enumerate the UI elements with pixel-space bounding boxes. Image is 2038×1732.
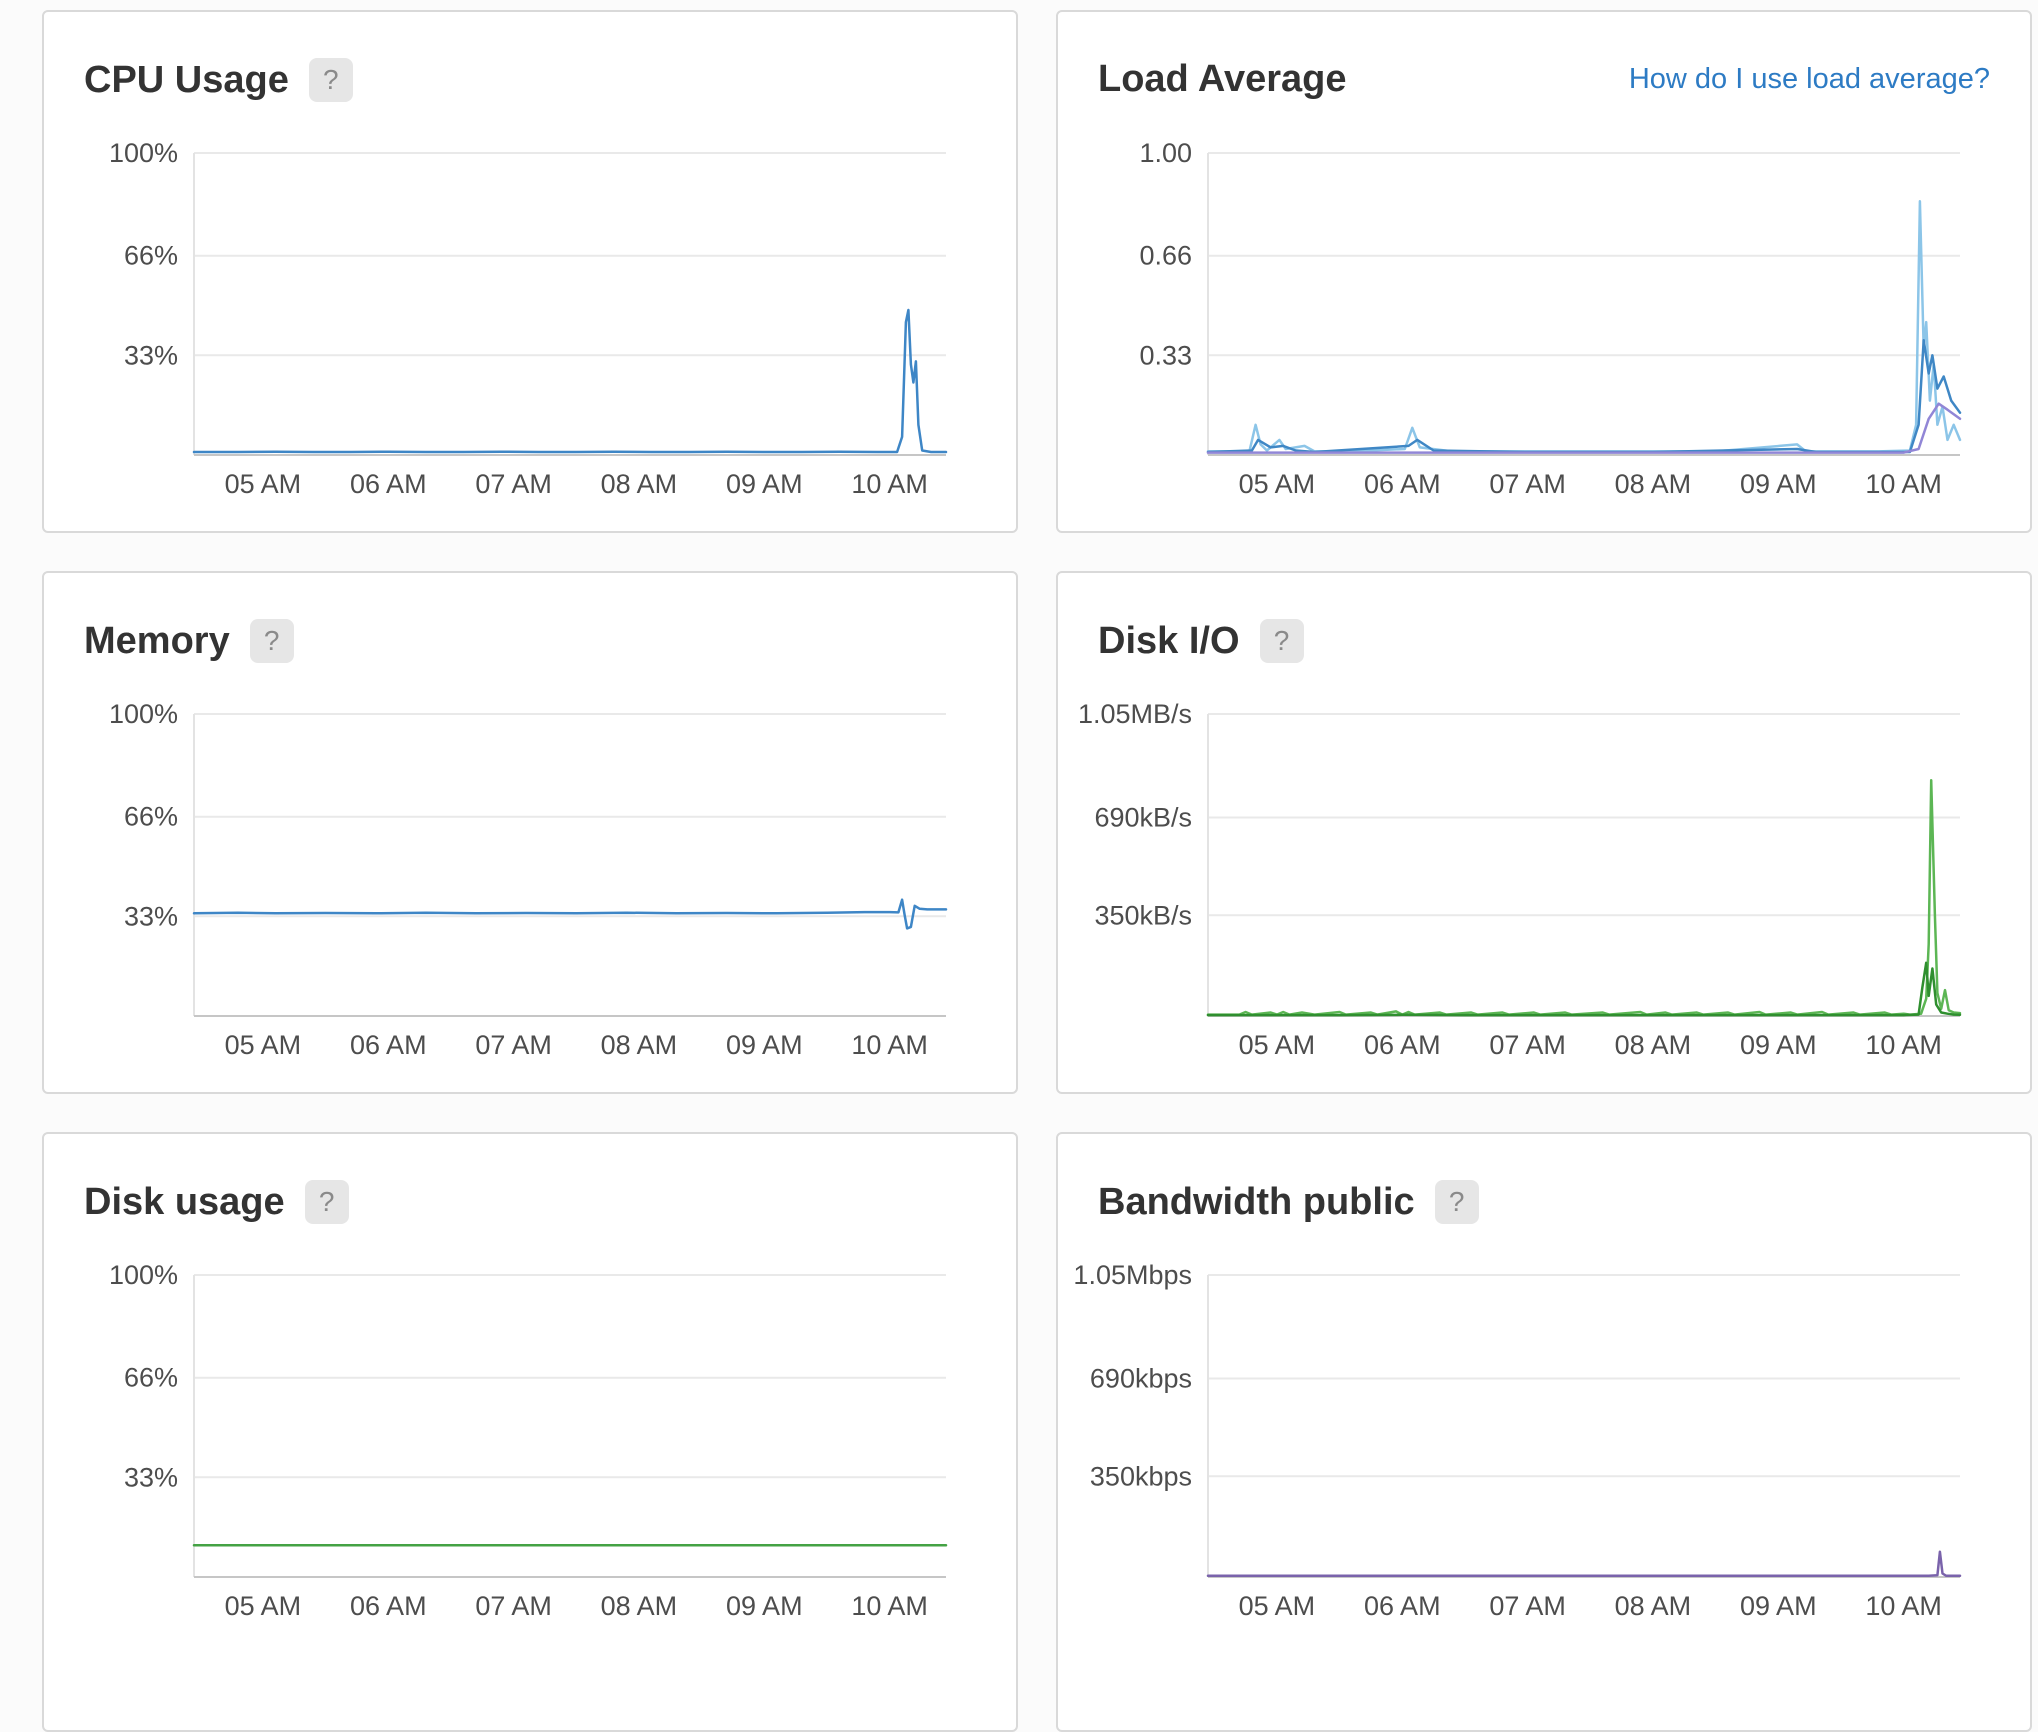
x-axis-label: 05 AM (1239, 1030, 1316, 1060)
disk-usage-chart: 33% 66% 100% 05 AM 06 AM 07 AM 08 AM 09 AM 10 AM (44, 1134, 1016, 1662)
x-axis-label: 05 AM (225, 469, 302, 499)
x-axis-label: 10 AM (1865, 1030, 1942, 1060)
series-bandwidth (1206, 1550, 1962, 1578)
bandwidth-public-card: Bandwidth public ? 350kbps 690kbps 1.05Mbp… (1056, 1132, 2032, 1732)
x-axis-label: 06 AM (1364, 1030, 1441, 1060)
x-axis-label: 06 AM (350, 1591, 427, 1621)
x-axis-label: 07 AM (1489, 1030, 1566, 1060)
x-axis-label: 06 AM (1364, 1591, 1441, 1621)
x-axis-label: 05 AM (1239, 469, 1316, 499)
x-axis-label: 08 AM (1615, 469, 1692, 499)
y-axis-label: 690kB/s (1094, 803, 1192, 833)
bandwidth-public-chart: 350kbps 690kbps 1.05Mbps 05 AM 06 AM 07 AM 08 … (1058, 1134, 2030, 1662)
y-axis-label: 66% (124, 1363, 178, 1393)
help-icon[interactable]: ? (304, 1180, 349, 1224)
chart-canvas-bandwidth-public: 350kbps 690kbps 1.05Mbps 05 AM 06 AM 07 AM 08 … (1073, 1260, 1962, 1621)
y-axis-label: 0.66 (1139, 241, 1192, 271)
y-axis-label: 350kB/s (1094, 900, 1192, 930)
help-icon[interactable]: ? (1259, 619, 1304, 663)
cpu-usage-header: CPU Usage ? (84, 58, 976, 102)
x-axis-label: 07 AM (475, 469, 552, 499)
series-swap (1206, 961, 1962, 1017)
x-axis-label: 08 AM (601, 1030, 678, 1060)
help-icon[interactable]: ? (249, 619, 294, 663)
x-axis-label: 09 AM (1740, 1591, 1817, 1621)
y-axis-label: 100% (109, 699, 178, 729)
memory-header: Memory ? (84, 619, 976, 663)
x-axis-label: 05 AM (1239, 1591, 1316, 1621)
disk-io-chart: 350kB/s 690kB/s 1.05MB/s 05 AM 06 AM 07 AM 08 … (1058, 573, 2030, 1101)
chart-title: Bandwidth public (1098, 1180, 1415, 1223)
x-axis-label: 05 AM (225, 1030, 302, 1060)
x-axis-label: 10 AM (851, 1030, 928, 1060)
y-axis-label: 100% (109, 1260, 178, 1290)
y-axis-label: 33% (124, 1462, 178, 1492)
y-axis-label: 0.33 (1139, 340, 1192, 370)
x-axis-label: 06 AM (1364, 469, 1441, 499)
help-icon[interactable]: ? (1434, 1180, 1479, 1224)
chart-canvas-disk-usage: 33% 66% 100% 05 AM 06 AM 07 AM 08 AM 09 AM 10 AM (109, 1260, 948, 1621)
chart-title: Disk usage (84, 1180, 285, 1223)
x-axis-label: 07 AM (1489, 469, 1566, 499)
bandwidth-public-header: Bandwidth public ? (1098, 1180, 1990, 1224)
y-axis-label: 100% (109, 138, 178, 168)
x-axis-label: 10 AM (1865, 1591, 1942, 1621)
x-axis-label: 09 AM (1740, 1030, 1817, 1060)
x-axis-label: 10 AM (851, 469, 928, 499)
disk-usage-card: Disk usage ? 33% 66% 100% 05 AM 06 AM 07 AM 08… (42, 1132, 1018, 1732)
series-io (1206, 778, 1962, 1016)
x-axis-label: 08 AM (1615, 1591, 1692, 1621)
disk-usage-header: Disk usage ? (84, 1180, 976, 1224)
y-axis-label: 690kbps (1090, 1364, 1192, 1394)
x-axis-label: 07 AM (475, 1591, 552, 1621)
cpu-usage-chart: 33% 66% 100% 05 AM 06 AM 07 AM 08 AM 09 AM 10 AM (44, 12, 1016, 540)
series-cpu (192, 308, 948, 454)
y-axis-label: 33% (124, 901, 178, 931)
x-axis-label: 09 AM (726, 1030, 803, 1060)
chart-title: CPU Usage (84, 58, 289, 101)
x-axis-label: 10 AM (1865, 469, 1942, 499)
y-axis-label: 1.00 (1139, 138, 1192, 168)
memory-card: Memory ? 33% 66% 100% 05 AM 06 AM 07 AM 08 AM 0… (42, 571, 1018, 1094)
series-load-15min (1206, 402, 1962, 454)
x-axis-label: 07 AM (475, 1030, 552, 1060)
series-load-5min (1206, 338, 1962, 454)
x-axis-label: 08 AM (601, 1591, 678, 1621)
chart-canvas-load-average: 0.33 0.66 1.00 05 AM 06 AM 07 AM 08 AM 09 AM 10 … (1139, 138, 1962, 499)
cpu-usage-card: CPU Usage ? 33% 66% 100% 05 AM 06 AM 07 AM 08 … (42, 10, 1018, 533)
y-axis-label: 1.05Mbps (1073, 1260, 1192, 1290)
load-average-card: Load Average How do I use load average? … (1056, 10, 2032, 533)
y-axis-label: 33% (124, 340, 178, 370)
y-axis-label: 350kbps (1090, 1461, 1192, 1491)
y-axis-label: 66% (124, 802, 178, 832)
x-axis-label: 06 AM (350, 1030, 427, 1060)
x-axis-label: 08 AM (601, 469, 678, 499)
y-axis-label: 66% (124, 241, 178, 271)
x-axis-label: 07 AM (1489, 1591, 1566, 1621)
x-axis-label: 05 AM (225, 1591, 302, 1621)
series-load-1min (1206, 200, 1962, 453)
x-axis-label: 06 AM (350, 469, 427, 499)
x-axis-label: 09 AM (726, 1591, 803, 1621)
chart-title: Disk I/O (1098, 619, 1240, 662)
series-memory-used (192, 898, 948, 930)
x-axis-label: 09 AM (726, 469, 803, 499)
disk-io-header: Disk I/O ? (1098, 619, 1990, 663)
x-axis-label: 10 AM (851, 1591, 928, 1621)
load-average-chart: 0.33 0.66 1.00 05 AM 06 AM 07 AM 08 AM 09 AM 10 … (1058, 12, 2030, 540)
chart-canvas-disk-io: 350kB/s 690kB/s 1.05MB/s 05 AM 06 AM 07 AM 08 … (1078, 699, 1962, 1060)
memory-chart: 33% 66% 100% 05 AM 06 AM 07 AM 08 AM 09 AM 10 AM (44, 573, 1016, 1101)
chart-canvas-cpu-usage: 33% 66% 100% 05 AM 06 AM 07 AM 08 AM 09 AM 10 AM (109, 138, 948, 499)
chart-title: Load Average (1098, 58, 1347, 100)
chart-canvas-memory: 33% 66% 100% 05 AM 06 AM 07 AM 08 AM 09 AM 10 AM (109, 699, 948, 1060)
y-axis-label: 1.05MB/s (1078, 699, 1192, 729)
disk-io-card: Disk I/O ? 350kB/s 690kB/s 1.05MB/s 05 AM 06… (1056, 571, 2032, 1094)
load-average-help-link[interactable]: How do I use load average? (1628, 63, 1990, 95)
help-icon[interactable]: ? (308, 58, 353, 102)
x-axis-label: 09 AM (1740, 469, 1817, 499)
load-average-header: Load Average How do I use load average? (1098, 58, 1990, 101)
chart-title: Memory (84, 619, 230, 662)
x-axis-label: 08 AM (1615, 1030, 1692, 1060)
